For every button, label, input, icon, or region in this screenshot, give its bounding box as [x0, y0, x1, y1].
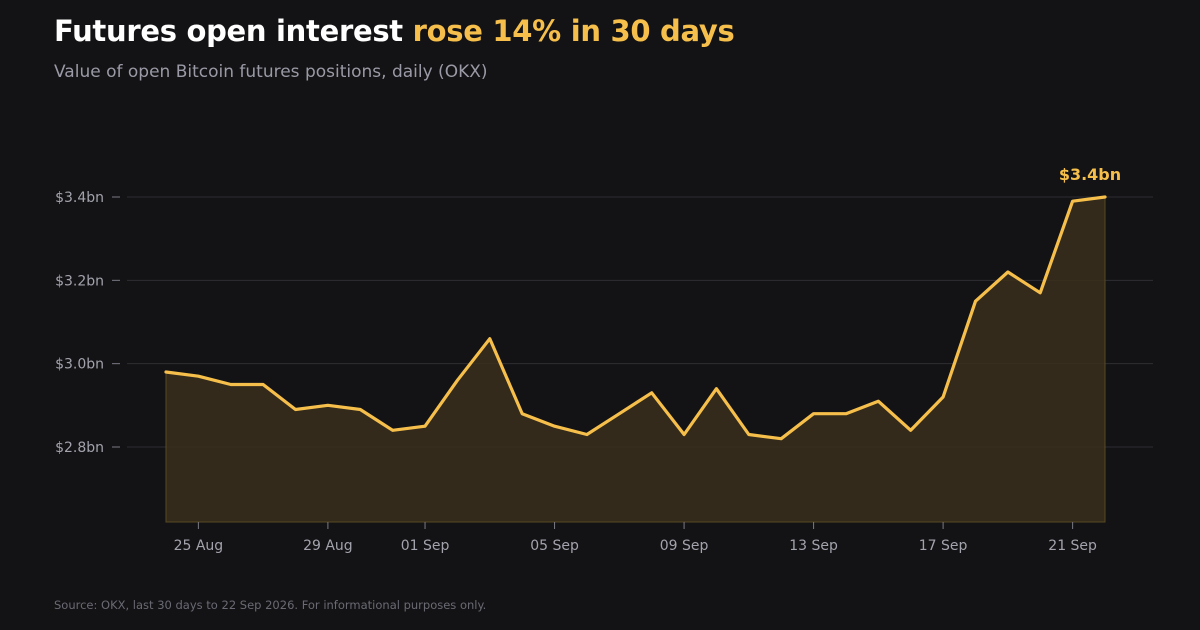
x-tick-label: 01 Sep	[401, 538, 450, 554]
chart-subtitle: Value of open Bitcoin futures positions,…	[54, 62, 488, 82]
x-tick-label: 17 Sep	[919, 538, 968, 554]
area-layer	[164, 195, 1107, 523]
x-tick-label: 09 Sep	[660, 538, 709, 554]
chart-title: Futures open interest rose 14% in 30 day…	[54, 14, 735, 48]
series-area	[166, 197, 1105, 522]
y-tick-label: $3.4bn	[55, 190, 104, 206]
x-tick-label: 25 Aug	[174, 538, 224, 554]
annotation-layer: $3.4bn	[1059, 165, 1121, 184]
y-tick-label: $3.2bn	[55, 273, 104, 289]
series-line	[164, 195, 1107, 441]
end-value-label: $3.4bn	[1059, 165, 1121, 184]
y-tick-label: $3.0bn	[55, 357, 104, 373]
x-tick-label: 13 Sep	[789, 538, 838, 554]
y-axis: $2.8bn $3.0bn $3.2bn $3.4bn	[55, 190, 120, 456]
x-tick-label: 21 Sep	[1048, 538, 1097, 554]
x-tick-label: 29 Aug	[303, 538, 353, 554]
x-axis: 25 Aug 29 Aug 01 Sep 05 Sep 09 Sep 13 Sep 17 S…	[174, 522, 1097, 554]
chart-title-highlight: rose 14% in 30 days	[412, 14, 735, 48]
chart-title-main: Futures open interest	[54, 14, 413, 48]
source-note: Source: OKX, last 30 days to 22 Sep 2026…	[54, 598, 487, 612]
x-tick-label: 05 Sep	[530, 538, 579, 554]
y-tick-label: $2.8bn	[55, 440, 104, 456]
